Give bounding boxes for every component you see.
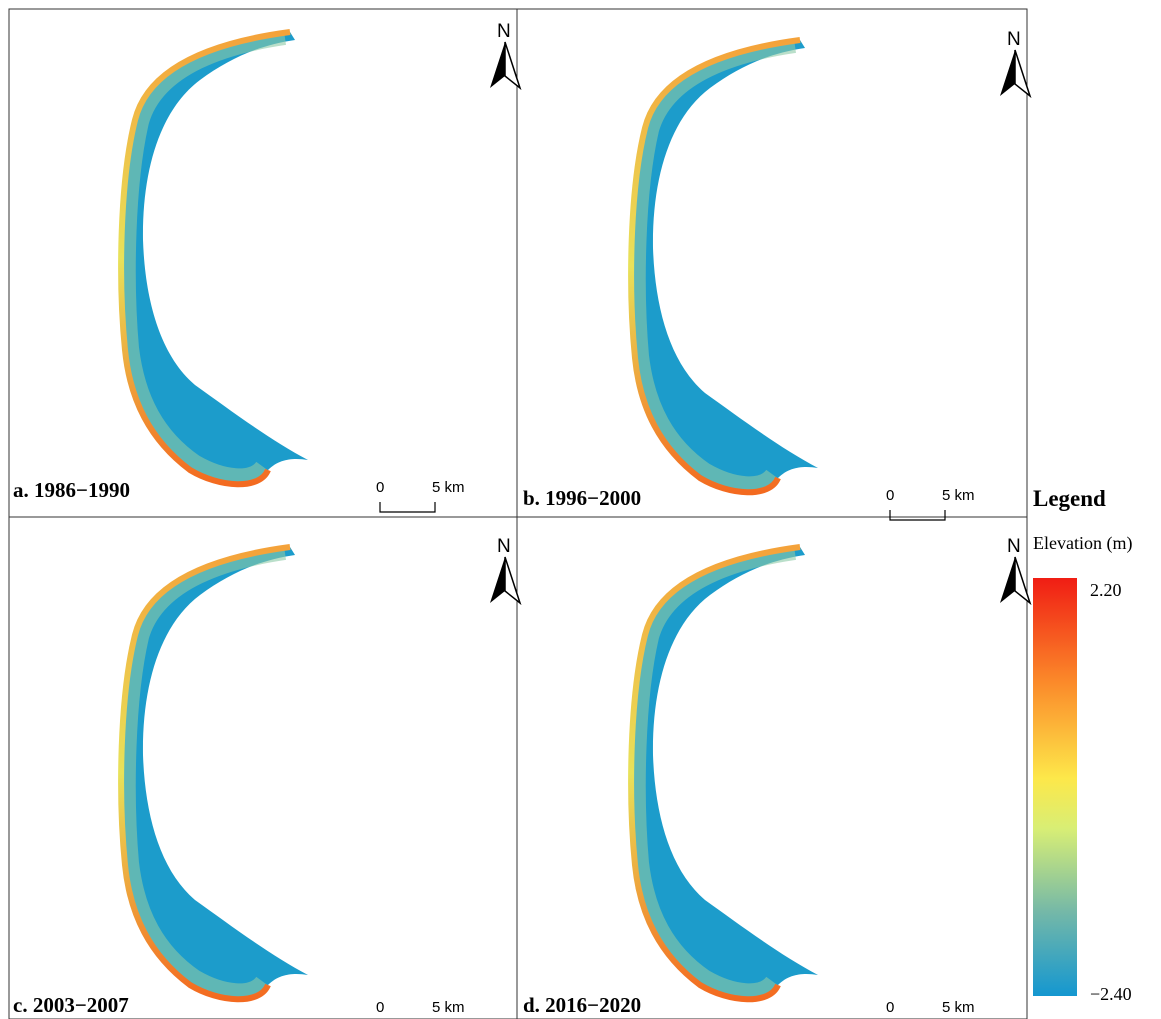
panel-label: c. 2003−2007 xyxy=(13,993,129,1017)
north-label: N xyxy=(1007,29,1021,50)
scale-end: 5 km xyxy=(432,479,465,496)
scale-start: 0 xyxy=(886,487,894,504)
coastline-shape xyxy=(631,547,818,999)
scale-start: 0 xyxy=(376,479,384,496)
scale-bar xyxy=(379,502,436,513)
legend: Legend Elevation (m) 2.20 −2.40 xyxy=(1033,486,1132,1004)
map-panel: a. 1986−1990 N 0 5 km xyxy=(13,21,522,513)
north-arrow xyxy=(1000,50,1015,96)
north-arrow xyxy=(504,556,522,606)
legend-subtitle: Elevation (m) xyxy=(1033,533,1132,554)
legend-min: −2.40 xyxy=(1090,984,1132,1004)
coastline-shape xyxy=(121,32,308,484)
north-label: N xyxy=(497,536,511,557)
map-panel: c. 2003−2007 N 0 5 km xyxy=(13,536,522,1017)
coastline-shape xyxy=(631,40,818,492)
north-arrow xyxy=(1014,556,1032,606)
panel-label: a. 1986−1990 xyxy=(13,478,130,502)
frame xyxy=(8,8,1028,1019)
scale-start: 0 xyxy=(376,999,384,1016)
north-arrow xyxy=(504,41,522,91)
panel-label: b. 1996−2000 xyxy=(523,486,641,510)
north-arrow xyxy=(490,42,505,88)
north-arrow xyxy=(1014,49,1032,99)
legend-title: Legend xyxy=(1033,486,1106,511)
scale-bar xyxy=(889,510,946,521)
legend-max: 2.20 xyxy=(1090,580,1122,600)
north-label: N xyxy=(1007,536,1021,557)
scale-end: 5 km xyxy=(432,999,465,1016)
north-arrow xyxy=(490,557,505,603)
color-ramp xyxy=(1033,578,1077,996)
scale-start: 0 xyxy=(886,999,894,1016)
coastline-shape xyxy=(121,547,308,999)
scale-end: 5 km xyxy=(942,487,975,504)
map-panel: d. 2016−2020 N 0 5 km xyxy=(523,536,1032,1017)
panel-label: d. 2016−2020 xyxy=(523,993,641,1017)
north-arrow xyxy=(1000,557,1015,603)
north-label: N xyxy=(497,21,511,42)
scale-end: 5 km xyxy=(942,999,975,1016)
map-panel: b. 1996−2000 N 0 5 km xyxy=(523,29,1032,521)
